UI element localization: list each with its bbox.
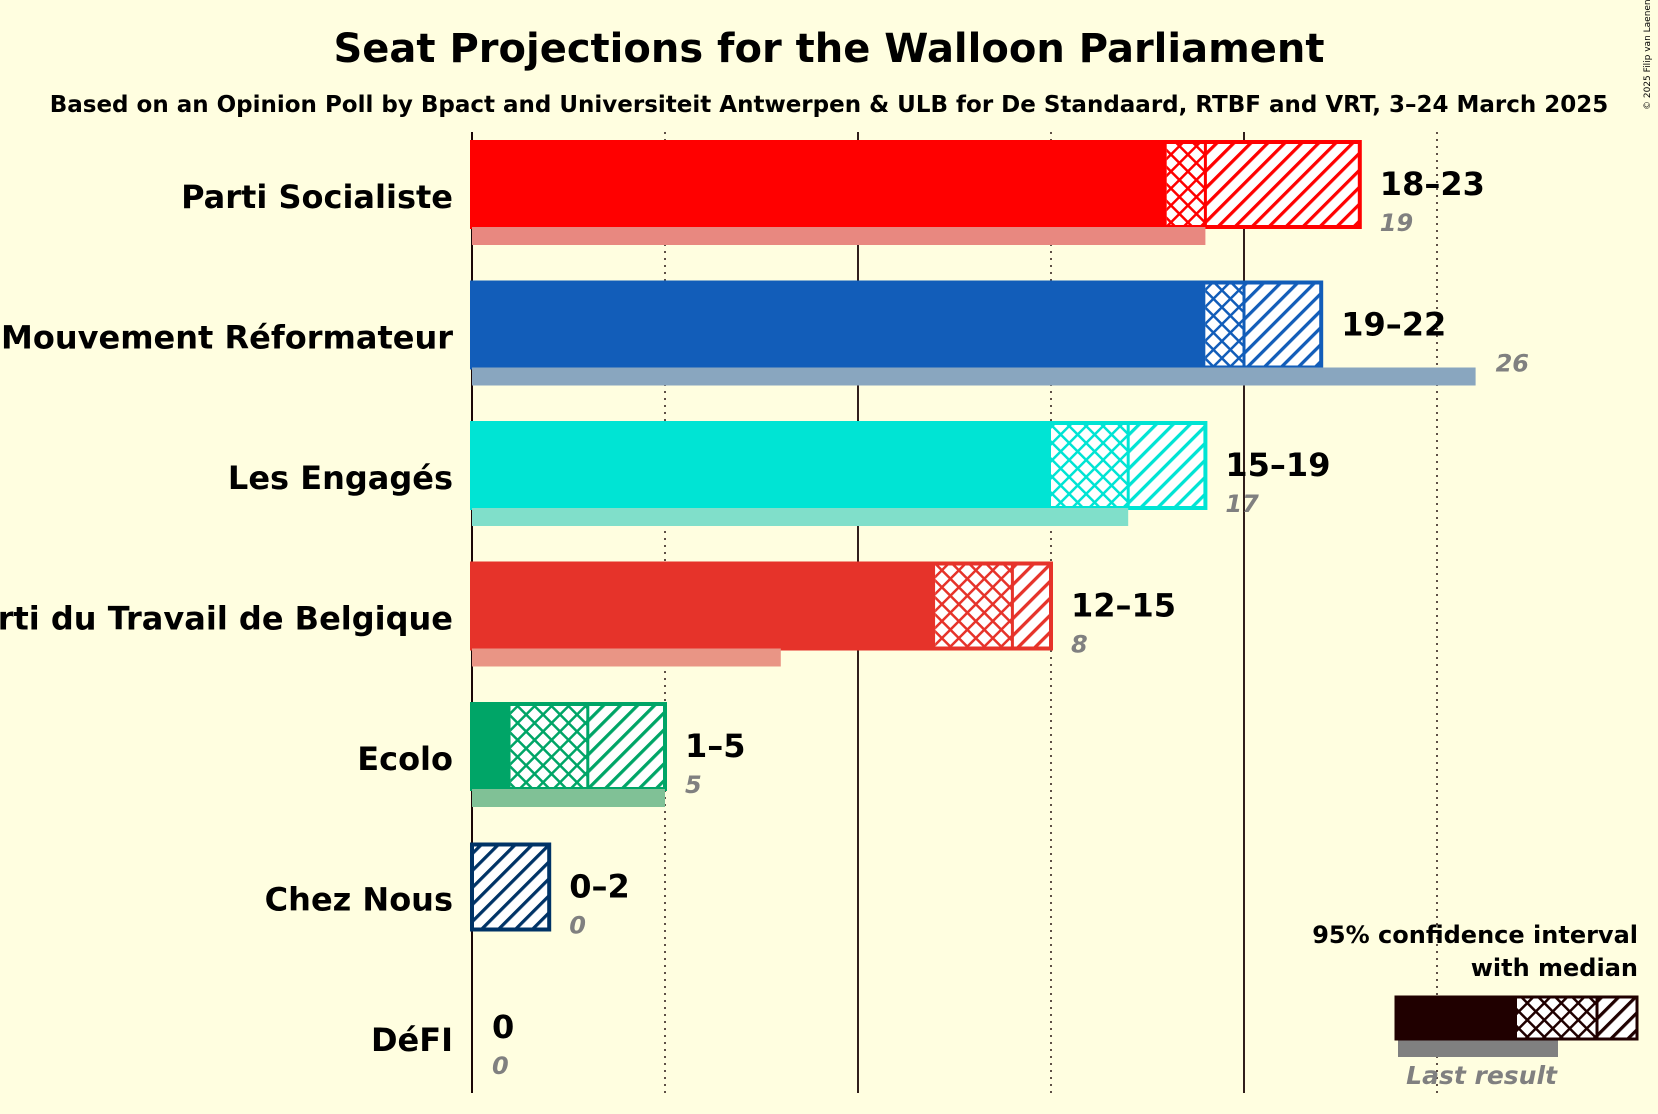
party-row-parti-socialiste: Parti Socialiste 18–23 19 <box>181 140 1485 245</box>
last-result-label: 5 <box>685 771 702 799</box>
range-label: 19–22 <box>1341 306 1446 344</box>
bar-crosshatch <box>510 704 588 789</box>
range-label: 1–5 <box>685 727 746 765</box>
legend-hatch <box>1597 997 1637 1039</box>
last-result-bar <box>472 367 1476 386</box>
party-row-parti-du-travail-de-belgique: Parti du Travail de Belgique 12–15 8 <box>0 561 1176 667</box>
bar-crosshatch <box>935 563 1013 649</box>
last-result-label: 26 <box>1496 350 1529 378</box>
party-label: Parti du Travail de Belgique <box>0 600 453 638</box>
legend-title-line1: 95% confidence interval <box>1312 921 1638 949</box>
bar-solid <box>472 282 1206 368</box>
bar-hatch <box>1012 563 1051 649</box>
range-label: 12–15 <box>1071 587 1176 625</box>
last-result-label: 19 <box>1380 209 1413 237</box>
bar-outline <box>470 842 552 932</box>
party-label: Parti Socialiste <box>181 178 453 216</box>
copyright-notice: © 2025 Filip van Laenen <box>1643 0 1653 110</box>
last-result-label: 8 <box>1071 631 1088 659</box>
chart-subtitle: Based on an Opinion Poll by Bpact and Un… <box>50 92 1609 118</box>
bar-solid <box>472 142 1167 227</box>
range-label: 0–2 <box>569 868 630 906</box>
range-label: 15–19 <box>1225 446 1330 484</box>
party-row-chez-nous: Chez Nous 0–2 0 <box>265 842 630 940</box>
legend-solid <box>1396 997 1517 1039</box>
party-label: Ecolo <box>357 740 453 778</box>
bars-group: Parti Socialiste 18–23 19 Mouvement Réforma… <box>0 140 1529 1080</box>
bar-solid <box>472 423 1051 508</box>
last-result-bar <box>472 648 781 667</box>
range-label: 18–23 <box>1380 165 1485 203</box>
bar-hatch <box>587 704 665 789</box>
party-row-mouvement-reformateur: Mouvement Réformateur 19–22 26 <box>1 280 1529 386</box>
range-label: 0 <box>492 1008 514 1046</box>
legend-crosshatch <box>1517 997 1597 1039</box>
party-label: DéFI <box>371 1021 453 1059</box>
bar-crosshatch <box>1051 423 1129 508</box>
bar-hatch <box>1244 282 1322 368</box>
bar-crosshatch <box>1166 142 1206 227</box>
party-label: Chez Nous <box>265 881 453 919</box>
bar-solid <box>472 563 936 649</box>
legend-last-result: Last result <box>1406 1061 1558 1090</box>
legend: 95% confidence interval with median Last r… <box>1312 921 1639 1090</box>
bar-crosshatch <box>1205 282 1244 368</box>
last-result-bar <box>472 508 1129 526</box>
last-result-bar <box>472 227 1206 245</box>
bar-hatch <box>1205 142 1360 227</box>
legend-title-line2: with median <box>1471 954 1638 982</box>
chart-title: Seat Projections for the Walloon Parliam… <box>333 26 1324 72</box>
bar-hatch <box>472 844 550 930</box>
last-result-label: 0 <box>492 1052 509 1080</box>
party-row-les-engages: Les Engagés 15–19 17 <box>228 421 1330 526</box>
legend-outline <box>1394 995 1639 1041</box>
bar-hatch <box>1128 423 1206 508</box>
last-result-label: 0 <box>569 912 586 940</box>
party-row-defi: DéFI 0 0 <box>371 1008 514 1080</box>
last-result-bar <box>472 789 665 807</box>
last-result-label: 17 <box>1225 490 1259 518</box>
party-label: Mouvement Réformateur <box>1 319 453 357</box>
bar-solid <box>472 704 511 789</box>
party-label: Les Engagés <box>228 459 453 497</box>
party-row-ecolo: Ecolo 1–5 5 <box>357 702 746 807</box>
